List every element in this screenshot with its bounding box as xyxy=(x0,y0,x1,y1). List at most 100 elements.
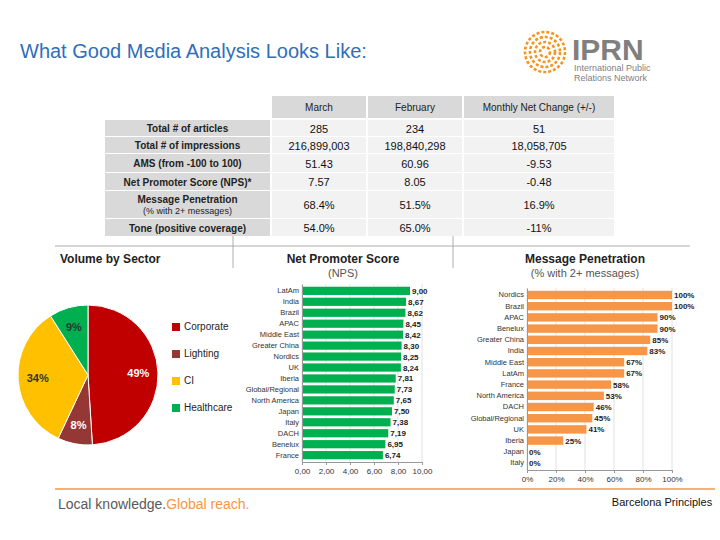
tick: UK xyxy=(289,363,302,372)
tick: India xyxy=(283,297,302,306)
slice xyxy=(88,305,158,445)
chart-subtitle: (NPS) xyxy=(328,267,358,279)
cell xyxy=(272,137,366,153)
logo-ring xyxy=(530,37,560,67)
data-label: 90% xyxy=(660,313,676,322)
cell xyxy=(464,120,614,136)
bar xyxy=(527,324,658,332)
row-label-cell xyxy=(105,219,270,236)
tick: 0,00 xyxy=(295,462,311,476)
cell xyxy=(464,154,614,172)
tick: DACH xyxy=(503,402,527,411)
tick-mark xyxy=(398,462,399,465)
tick: North America xyxy=(476,391,527,400)
data-label: 67% xyxy=(626,369,642,378)
row-label: (% with 2+ messages) xyxy=(143,206,232,216)
bar xyxy=(527,403,594,411)
row-label-cell xyxy=(105,191,270,218)
data-label: 9% xyxy=(66,321,82,333)
cell xyxy=(272,219,366,236)
slide: What Good Media Analysis Looks Like:IPRN… xyxy=(0,0,720,540)
category-label: India xyxy=(283,297,300,306)
category-label: Benelux xyxy=(497,324,524,333)
category-label: Brazil xyxy=(280,308,299,317)
cell-value: 16.9% xyxy=(523,199,554,211)
category-label: DACH xyxy=(278,429,299,438)
tick-mark xyxy=(422,462,423,465)
data-label: 6,95 xyxy=(387,440,403,449)
data-label: 46% xyxy=(596,403,612,412)
data-label: 25% xyxy=(565,437,581,446)
category-label: North America xyxy=(476,391,524,400)
tick: 80% xyxy=(635,470,651,484)
category-label: Italy xyxy=(285,418,299,427)
cell xyxy=(272,154,366,172)
tick-label: 40% xyxy=(577,475,593,484)
table: MarchFebruaryMonthly Net Change (+/-)Tot… xyxy=(105,96,614,236)
column-header: March xyxy=(305,102,333,113)
bars xyxy=(527,291,672,445)
bar xyxy=(302,418,391,426)
tick: UK xyxy=(514,425,527,434)
bar xyxy=(527,302,672,310)
legend-swatch xyxy=(172,404,180,412)
tick: India xyxy=(508,346,527,355)
cell-value: 216,899,003 xyxy=(288,140,349,152)
axis-line xyxy=(528,471,673,474)
bar xyxy=(302,298,406,306)
cell xyxy=(464,191,614,218)
tick: Japan xyxy=(504,447,527,456)
data-label: 0% xyxy=(529,459,541,468)
category-label: Italy xyxy=(510,458,524,467)
row-label: Total # of impressions xyxy=(135,140,241,151)
category-label: DACH xyxy=(503,402,524,411)
bar xyxy=(527,392,604,400)
category-label: LatAm xyxy=(502,369,524,378)
tick: Nordics xyxy=(499,290,527,299)
cell-value: 65.0% xyxy=(399,222,430,234)
separator xyxy=(55,246,690,247)
tick: 2,00 xyxy=(319,462,335,476)
data-label: 58% xyxy=(613,381,629,390)
data-label: 7,81 xyxy=(398,374,414,383)
slices xyxy=(18,305,158,445)
legend: CorporateLightingCIHealthcare xyxy=(172,321,233,413)
cell-value: 8.05 xyxy=(404,176,425,188)
axis-line xyxy=(302,285,303,463)
data-label: 0% xyxy=(529,448,541,457)
bar xyxy=(302,429,388,437)
data-label: 7,65 xyxy=(396,396,412,405)
logo-line: International Public xyxy=(574,63,651,73)
legend-swatch xyxy=(172,350,180,358)
tick: 8,00 xyxy=(391,462,407,476)
axis-line xyxy=(303,463,423,466)
tick: Greater China xyxy=(477,335,527,344)
row-label: Net Promoter Score (NPS)* xyxy=(124,177,252,188)
legend-swatch xyxy=(172,377,180,385)
legend-label: Lighting xyxy=(184,348,219,359)
cell-value: -0.48 xyxy=(526,176,551,188)
tick-label: 8,00 xyxy=(391,467,407,476)
tick: Nordics xyxy=(274,352,302,361)
category-label: Global/Regional xyxy=(471,414,525,423)
tick: Middle East xyxy=(260,330,302,339)
tick: Global/Regional xyxy=(246,385,302,394)
row-label-cell xyxy=(105,137,270,153)
tick-mark xyxy=(350,462,351,465)
category-label: Japan xyxy=(504,447,524,456)
title: What Good Media Analysis Looks Like: xyxy=(20,40,367,62)
column-header: Monthly Net Change (+/-) xyxy=(483,102,596,113)
tick: Benelux xyxy=(497,324,527,333)
category-label: North America xyxy=(251,396,299,405)
data-label: 7,19 xyxy=(390,429,406,438)
data-label: 83% xyxy=(649,347,665,356)
category-label: APAC xyxy=(504,313,524,322)
data-label: 9,00 xyxy=(412,287,428,296)
data-labels: 100%100%90%90%85%83%67%67%58%53%46%45%41… xyxy=(529,291,694,468)
bar xyxy=(302,363,401,371)
bar xyxy=(527,336,650,344)
data-label: 53% xyxy=(606,392,622,401)
data-label: 8,25 xyxy=(403,353,419,362)
category-label: Japan xyxy=(279,407,299,416)
tick: LatAm xyxy=(277,286,302,295)
